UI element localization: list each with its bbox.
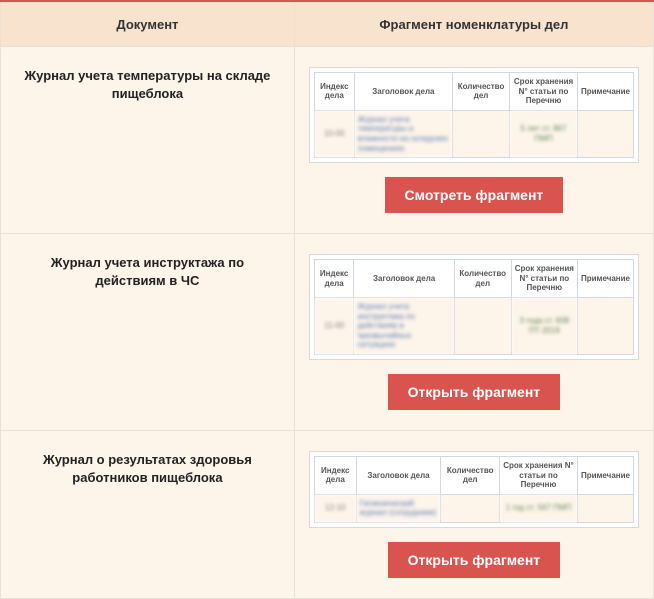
preview-cell-index: 10-00: [314, 110, 354, 157]
preview-th-retention: Срок хранения N° статьи по Перечню: [500, 456, 578, 494]
preview-th-note: Примечание: [577, 456, 633, 494]
preview-th-note: Примечание: [577, 73, 633, 111]
header-fragment: Фрагмент номенклатуры дел: [294, 3, 653, 47]
preview-cell-title: Журнал учета температуры и влажности на …: [354, 110, 452, 157]
view-fragment-button[interactable]: Смотреть фрагмент: [385, 177, 564, 213]
doc-title-cell: Журнал учета температуры на складе пищеб…: [1, 47, 295, 234]
preview-cell-count: [452, 110, 509, 157]
preview-cell-note: [577, 297, 633, 354]
preview-th-index: Индекс дела: [314, 73, 354, 111]
fragment-preview: Индекс дела Заголовок дела Количество де…: [309, 451, 639, 528]
fragment-cell: Индекс дела Заголовок дела Количество де…: [294, 47, 653, 234]
preview-table: Индекс дела Заголовок дела Количество де…: [314, 456, 634, 523]
fragment-cell: Индекс дела Заголовок дела Количество де…: [294, 430, 653, 598]
preview-th-count: Количество дел: [452, 73, 509, 111]
preview-cell-index: 12-10: [314, 494, 356, 522]
table-row: Журнал учета температуры на складе пищеб…: [1, 47, 654, 234]
preview-th-note: Примечание: [577, 260, 633, 298]
preview-th-count: Количество дел: [441, 456, 500, 494]
preview-cell-count: [441, 494, 500, 522]
header-document: Документ: [1, 3, 295, 47]
fragment-preview: Индекс дела Заголовок дела Количество де…: [309, 254, 639, 360]
preview-cell-title: Журнал учета инструктажа по действиям в …: [354, 297, 454, 354]
preview-cell-retention: 3 года ст. 608 ПТ-2019: [511, 297, 577, 354]
table-header-row: Документ Фрагмент номенклатуры дел: [1, 3, 654, 47]
fragment-cell: Индекс дела Заголовок дела Количество де…: [294, 234, 653, 431]
open-fragment-button[interactable]: Открыть фрагмент: [388, 374, 561, 410]
open-fragment-button[interactable]: Открыть фрагмент: [388, 542, 561, 578]
preview-cell-index: 11-00: [314, 297, 354, 354]
preview-cell-count: [454, 297, 511, 354]
preview-cell-note: [577, 494, 633, 522]
preview-cell-retention: 1 год ст. 567 ПМП: [500, 494, 578, 522]
preview-th-retention: Срок хранения N° статьи по Перечню: [510, 73, 578, 111]
doc-title: Журнал о результатах здоровья работников…: [15, 451, 280, 487]
doc-title: Журнал учета температуры на складе пищеб…: [15, 67, 280, 103]
preview-th-index: Индекс дела: [314, 260, 354, 298]
doc-title: Журнал учета инструктажа по действиям в …: [15, 254, 280, 290]
doc-title-cell: Журнал учета инструктажа по действиям в …: [1, 234, 295, 431]
doc-title-cell: Журнал о результатах здоровья работников…: [1, 430, 295, 598]
fragment-preview: Индекс дела Заголовок дела Количество де…: [309, 67, 639, 163]
table-row: Журнал учета инструктажа по действиям в …: [1, 234, 654, 431]
preview-cell-retention: 5 лет ст. 867 ПМП: [510, 110, 578, 157]
preview-th-count: Количество дел: [454, 260, 511, 298]
preview-th-retention: Срок хранения N° статьи по Перечню: [511, 260, 577, 298]
preview-th-title: Заголовок дела: [356, 456, 441, 494]
preview-cell-note: [577, 110, 633, 157]
preview-th-index: Индекс дела: [314, 456, 356, 494]
preview-table: Индекс дела Заголовок дела Количество де…: [314, 259, 634, 355]
documents-table: Документ Фрагмент номенклатуры дел Журна…: [0, 2, 654, 599]
preview-cell-title: Гигиенический журнал (сотрудники): [356, 494, 441, 522]
preview-th-title: Заголовок дела: [354, 73, 452, 111]
preview-table: Индекс дела Заголовок дела Количество де…: [314, 72, 634, 158]
preview-th-title: Заголовок дела: [354, 260, 454, 298]
table-row: Журнал о результатах здоровья работников…: [1, 430, 654, 598]
